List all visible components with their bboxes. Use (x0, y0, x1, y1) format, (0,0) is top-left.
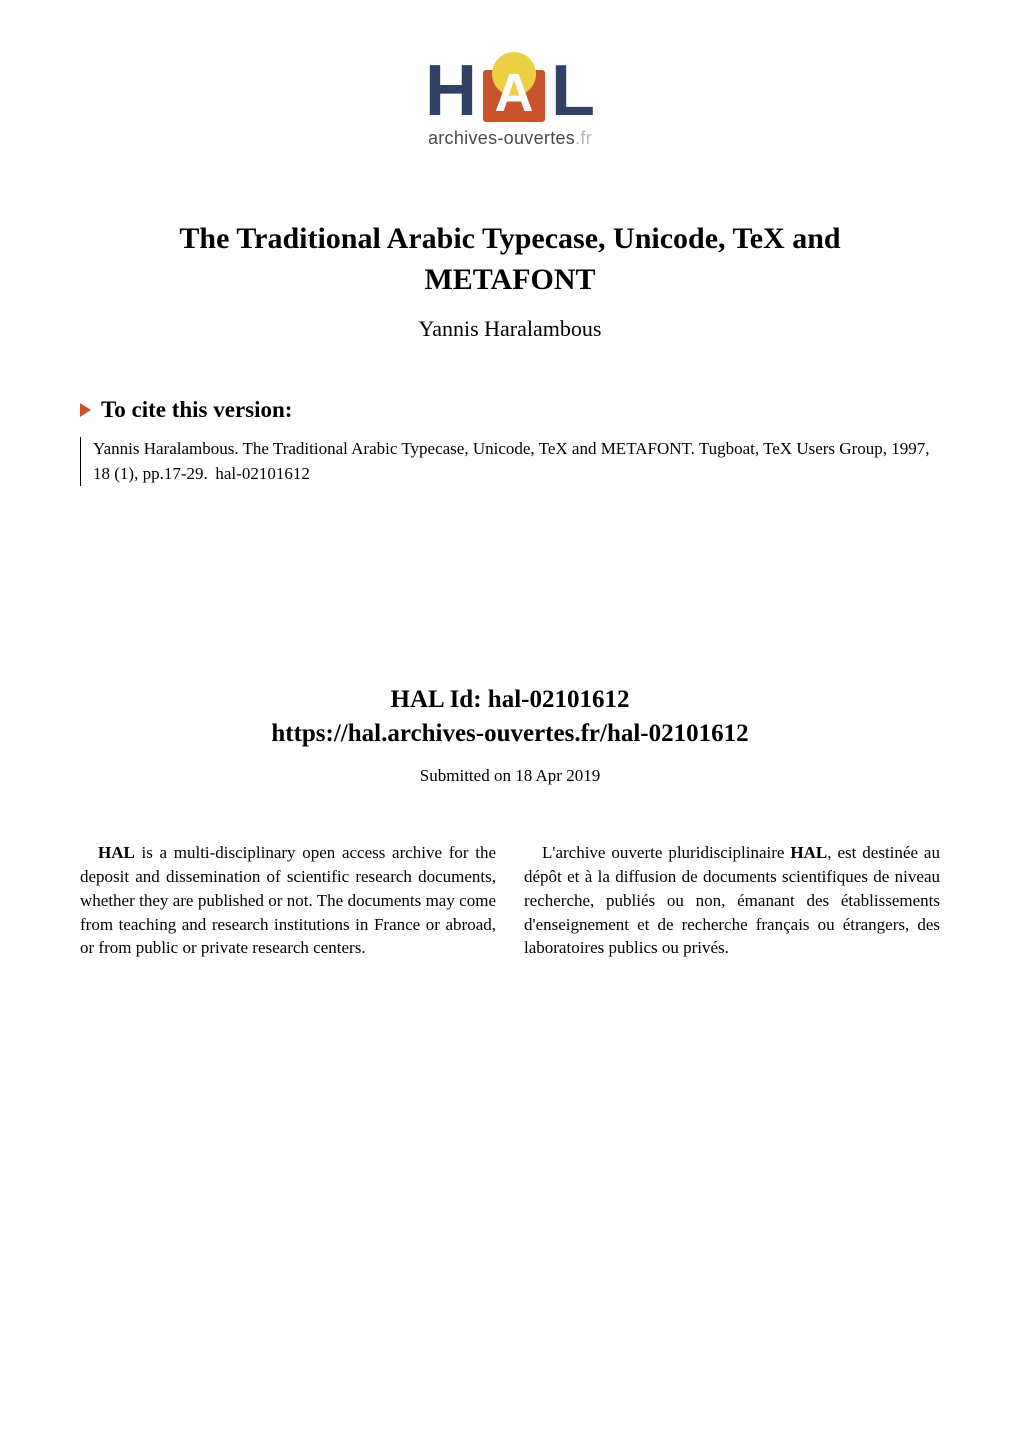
paper-author: Yannis Haralambous (80, 316, 940, 342)
triangle-right-icon (80, 403, 91, 417)
logo-letter-l: L (551, 61, 595, 122)
desc-en-text: is a multi-disciplinary open access arch… (80, 843, 496, 957)
desc-fr-lead: L'archive ouverte pluridisciplinaire (542, 843, 790, 862)
description-french: L'archive ouverte pluridisciplinaire HAL… (524, 841, 940, 960)
desc-en-bold: HAL (98, 843, 135, 862)
hal-id-section: HAL Id: hal-02101612 https://hal.archive… (80, 686, 940, 786)
title-line-2: METAFONT (80, 260, 940, 301)
cite-heading: To cite this version: (101, 397, 292, 423)
cite-body: Yannis Haralambous. The Traditional Arab… (80, 437, 940, 486)
paper-title: The Traditional Arabic Typecase, Unicode… (80, 219, 940, 300)
logo-subtitle: archives-ouvertes.fr (428, 128, 592, 149)
hal-id: HAL Id: hal-02101612 (80, 686, 940, 714)
cite-header: To cite this version: (80, 397, 940, 423)
description-section: HAL is a multi-disciplinary open access … (80, 841, 940, 960)
logo-subtitle-main: archives-ouvertes (428, 128, 575, 148)
cite-section: To cite this version: Yannis Haralambous… (80, 397, 940, 486)
description-english: HAL is a multi-disciplinary open access … (80, 841, 496, 960)
hal-logo-section: H A L archives-ouvertes.fr (80, 60, 940, 149)
title-section: The Traditional Arabic Typecase, Unicode… (80, 219, 940, 342)
logo-mark: H A L (425, 60, 595, 122)
logo-letter-a-wrap: A (483, 60, 545, 122)
logo-subtitle-ext: .fr (575, 128, 592, 148)
submitted-date: Submitted on 18 Apr 2019 (80, 766, 940, 786)
hal-url[interactable]: https://hal.archives-ouvertes.fr/hal-021… (80, 720, 940, 748)
hal-logo: H A L archives-ouvertes.fr (425, 60, 595, 149)
logo-letter-h: H (425, 61, 477, 122)
title-line-1: The Traditional Arabic Typecase, Unicode… (80, 219, 940, 260)
desc-fr-bold: HAL (790, 843, 827, 862)
logo-letter-a: A (483, 66, 545, 120)
